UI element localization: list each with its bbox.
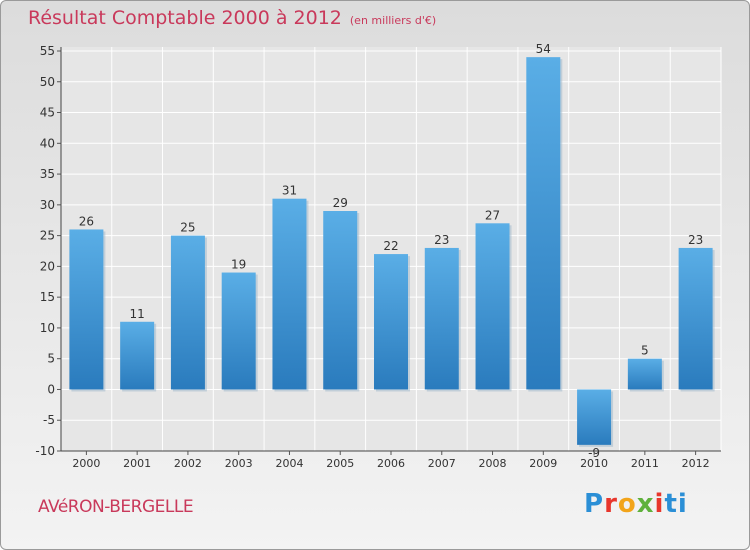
- logo-letter: r: [604, 489, 618, 519]
- y-tick-label: -10: [35, 444, 55, 458]
- x-tick-label: 2010: [580, 457, 608, 470]
- bar: [221, 272, 256, 390]
- logo-letter: o: [617, 489, 637, 519]
- chart-title: Résultat Comptable 2000 à 2012 (en millie…: [28, 7, 436, 29]
- bar: [272, 198, 307, 390]
- x-tick-label: 2008: [479, 457, 507, 470]
- x-tick-label: 2005: [326, 457, 354, 470]
- y-tick-label: 0: [47, 382, 55, 396]
- y-tick-label: 40: [40, 136, 55, 150]
- y-tick-label: 25: [40, 229, 55, 243]
- bar: [69, 229, 104, 390]
- bar: [627, 358, 662, 390]
- data-label: 5: [641, 344, 649, 358]
- bar: [120, 321, 155, 390]
- y-tick-label: 15: [40, 290, 55, 304]
- y-tick-label: 45: [40, 106, 55, 120]
- logo-letter: i: [677, 489, 688, 519]
- bar: [323, 211, 358, 390]
- bar: [475, 223, 510, 390]
- data-label: 19: [231, 258, 246, 272]
- x-tick-label: 2006: [377, 457, 405, 470]
- chart-title-text: Résultat Comptable 2000 à 2012: [28, 7, 342, 29]
- bar: [526, 57, 561, 390]
- x-tick-label: 2002: [174, 457, 202, 470]
- bar: [577, 389, 612, 445]
- data-label: 11: [130, 307, 145, 321]
- y-tick-label: 5: [47, 352, 55, 366]
- chart-subtitle: (en milliers d'€): [349, 14, 437, 27]
- x-tick-label: 2001: [123, 457, 151, 470]
- x-tick-label: 2004: [275, 457, 303, 470]
- bar: [424, 247, 459, 390]
- logo-letter: x: [636, 489, 655, 519]
- data-label: 23: [688, 233, 703, 247]
- data-label: 25: [180, 221, 195, 235]
- data-label: 23: [434, 233, 449, 247]
- x-tick-label: 2000: [72, 457, 100, 470]
- y-tick-label: 30: [40, 198, 55, 212]
- y-tick-label: 10: [40, 321, 55, 335]
- proxiti-logo[interactable]: Proxiti: [584, 489, 688, 519]
- commune-name: AVéRON-BERGELLE: [38, 497, 194, 517]
- data-label: 54: [536, 42, 551, 56]
- y-tick-label: 20: [40, 259, 55, 273]
- data-label: 26: [79, 214, 94, 228]
- x-tick-label: 2011: [631, 457, 659, 470]
- y-tick-label: -5: [43, 413, 55, 427]
- data-label: 31: [282, 184, 297, 198]
- x-tick-label: 2003: [225, 457, 253, 470]
- y-tick-label: 55: [40, 44, 55, 58]
- bar: [374, 254, 408, 390]
- data-label: 27: [485, 208, 500, 222]
- logo-letter: t: [664, 489, 678, 519]
- x-tick-label: 2009: [529, 457, 557, 470]
- y-tick-label: 50: [40, 75, 55, 89]
- x-tick-label: 2007: [428, 457, 456, 470]
- data-label: 29: [333, 196, 348, 210]
- bar: [170, 235, 205, 390]
- logo-letter: P: [584, 489, 605, 519]
- logo-letter: i: [654, 489, 665, 519]
- x-tick-label: 2012: [682, 457, 710, 470]
- data-label: 22: [383, 239, 398, 253]
- y-tick-label: 35: [40, 167, 55, 181]
- bar: [678, 247, 713, 390]
